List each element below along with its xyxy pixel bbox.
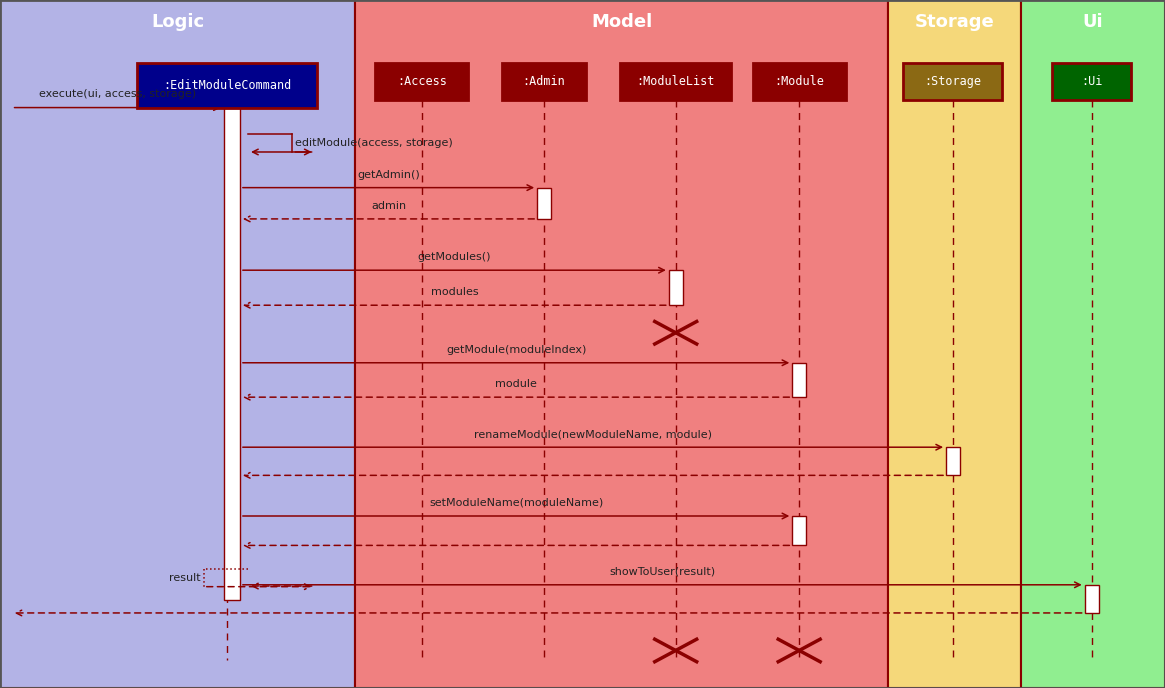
Text: :EditModuleCommand: :EditModuleCommand xyxy=(163,78,291,92)
Text: :Module: :Module xyxy=(775,75,824,88)
Bar xyxy=(355,0,888,688)
Text: renameModule(newModuleName, module): renameModule(newModuleName, module) xyxy=(474,429,712,439)
Bar xyxy=(375,63,468,100)
Text: module: module xyxy=(495,379,537,389)
Text: execute(ui, access, storage): execute(ui, access, storage) xyxy=(40,89,196,100)
Text: :ModuleList: :ModuleList xyxy=(636,75,715,88)
Text: showToUser(result): showToUser(result) xyxy=(609,567,715,577)
Text: Ui: Ui xyxy=(1082,13,1103,31)
Bar xyxy=(224,107,240,601)
Bar xyxy=(792,516,806,546)
Text: admin: admin xyxy=(370,201,407,211)
Bar xyxy=(502,63,586,100)
Bar xyxy=(1052,63,1131,100)
Text: :Access: :Access xyxy=(397,75,446,88)
Text: result: result xyxy=(169,573,200,583)
Text: :Admin: :Admin xyxy=(523,75,565,88)
Text: :Storage: :Storage xyxy=(925,75,981,88)
Bar xyxy=(1021,0,1165,688)
Bar xyxy=(669,270,683,305)
Bar xyxy=(537,188,551,219)
Text: editModule(access, storage): editModule(access, storage) xyxy=(295,138,452,148)
Bar xyxy=(946,447,960,475)
Bar xyxy=(0,0,355,688)
Text: Model: Model xyxy=(591,13,652,31)
Text: getAdmin(): getAdmin() xyxy=(358,169,419,180)
Bar xyxy=(888,0,1021,688)
Text: Storage: Storage xyxy=(915,13,994,31)
Text: getModule(moduleIndex): getModule(moduleIndex) xyxy=(446,345,586,354)
Text: setModuleName(moduleName): setModuleName(moduleName) xyxy=(429,498,603,508)
Text: modules: modules xyxy=(431,287,478,297)
Text: getModules(): getModules() xyxy=(417,252,492,262)
Bar xyxy=(904,63,1002,100)
Bar xyxy=(620,63,730,100)
Bar xyxy=(792,363,806,397)
Bar xyxy=(137,63,317,107)
Bar xyxy=(753,63,846,100)
Text: Logic: Logic xyxy=(151,13,204,31)
Bar xyxy=(1085,585,1099,613)
Text: :Ui: :Ui xyxy=(1081,75,1102,88)
